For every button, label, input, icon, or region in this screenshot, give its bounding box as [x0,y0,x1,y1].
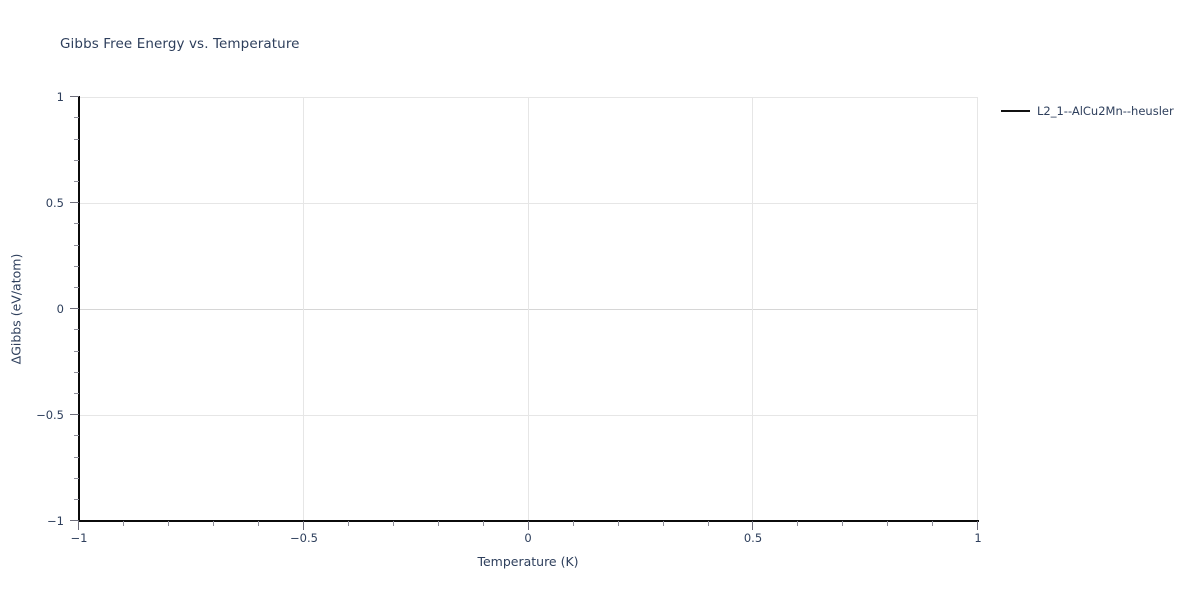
y-axis-label: ΔGibbs (eV/atom) [8,253,24,365]
x-tick-minor [842,521,844,526]
x-tick-minor [213,521,215,526]
x-tick-minor [123,521,125,526]
y-tick-label: 0 [56,302,64,316]
x-tick-label: 0.5 [743,531,763,545]
y-tick-label: 1 [56,90,64,104]
gridline-x-neg0.5 [303,97,304,521]
x-axis-spine [78,520,979,522]
x-tick-label: 1 [974,531,982,545]
y-tick-major-neg1 [70,520,79,522]
x-tick-minor [797,521,799,526]
gridline-x-0.5 [752,97,753,521]
y-tick-label: 0.5 [45,196,64,210]
x-tick-minor [887,521,889,526]
x-tick-minor [258,521,260,526]
y-tick-major-0 [70,308,79,310]
gridline-x-0 [528,97,529,521]
x-tick-minor [483,521,485,526]
x-tick-minor [573,521,575,526]
y-tick-minor [74,117,79,119]
y-tick-minor [74,478,79,480]
plot-area [79,97,978,521]
y-tick-minor [74,351,79,353]
y-tick-minor [74,393,79,395]
y-tick-major-1 [70,96,79,98]
x-tick-label: −0.5 [290,531,318,545]
x-tick-major-neg0.5 [303,521,305,530]
x-tick-minor [393,521,395,526]
data-series-layer [79,97,978,521]
y-tick-major-0.5 [70,202,79,204]
x-axis-label: Temperature (K) [477,554,579,569]
y-tick-minor [74,457,79,459]
x-tick-minor [932,521,934,526]
gridline-x-1 [977,97,978,521]
x-tick-major-0 [528,521,530,530]
legend-item[interactable]: L2_1--AlCu2Mn--heusler [1001,104,1174,118]
x-tick-minor [618,521,620,526]
legend-item-label: L2_1--AlCu2Mn--heusler [1037,104,1174,118]
y-tick-major-neg0.5 [70,414,79,416]
y-tick-minor [74,181,79,183]
legend-line-swatch-icon [1001,109,1030,113]
y-tick-label: −0.5 [36,408,64,422]
y-tick-minor [74,139,79,141]
y-tick-minor [74,287,79,289]
y-tick-minor [74,435,79,437]
x-tick-minor [663,521,665,526]
y-tick-minor [74,266,79,268]
y-tick-label: −1 [47,514,64,528]
x-tick-label: 0 [524,531,532,545]
x-tick-label: −1 [70,531,88,545]
x-tick-minor [168,521,170,526]
x-tick-major-1 [977,521,979,530]
y-tick-minor [74,329,79,331]
y-tick-minor [74,245,79,247]
y-tick-minor [74,223,79,225]
y-tick-minor [74,160,79,162]
x-tick-major-neg1 [78,521,80,530]
y-tick-minor [74,372,79,374]
x-tick-major-0.5 [752,521,754,530]
chart-legend: L2_1--AlCu2Mn--heusler [1001,104,1174,118]
chart-title: Gibbs Free Energy vs. Temperature [60,36,300,52]
y-tick-minor [74,499,79,501]
x-tick-minor [348,521,350,526]
x-tick-minor [708,521,710,526]
x-tick-minor [438,521,440,526]
